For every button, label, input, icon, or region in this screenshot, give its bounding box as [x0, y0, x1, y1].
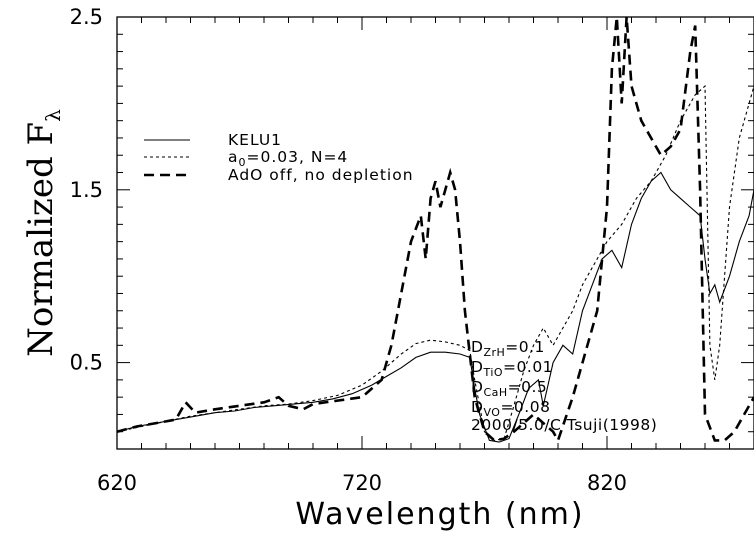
legend-label-kelu1: KELU1: [228, 131, 282, 149]
series-line-0: [117, 171, 754, 443]
legend-label-model-sub: 0: [239, 156, 247, 169]
legend-label-model: a0=0.03, N=4: [228, 148, 348, 169]
legend-label-model-main: a: [228, 148, 239, 166]
series-line-1: [117, 84, 754, 441]
y-tick-label: 2.5: [70, 5, 103, 29]
legend-label-ado: AdO off, no depletion: [228, 166, 414, 184]
annotation-zrh: DZrH=0.1: [471, 338, 545, 359]
annotation-vo: DVO=0.08: [471, 398, 550, 419]
legend: KELU1 a0=0.03, N=4 AdO off, no depletion: [144, 131, 414, 184]
y-axis-label-sub: λ: [41, 109, 65, 122]
plot-frame: [116, 16, 754, 450]
annotation-block: DZrH=0.1 DTiO=0.01 DCaH=0.5 DVO=0.08 200…: [471, 338, 657, 434]
legend-label-model-rest: =0.03, N=4: [247, 148, 349, 166]
x-tick-label: 620: [97, 471, 137, 495]
series-group: [117, 17, 754, 444]
axis-ticks: [116, 16, 754, 450]
tick-labels: 620 720 820 0.5 1.5 2.5: [70, 5, 627, 495]
x-tick-label: 820: [587, 471, 627, 495]
y-axis-label-main: Normalized F: [21, 122, 61, 357]
y-axis-label: Normalized Fλ: [21, 109, 65, 357]
x-tick-label: 720: [342, 471, 382, 495]
annotation-model-tag: 2000/5.0/C Tsuji(1998): [471, 416, 657, 434]
x-axis-label: Wavelength (nm): [295, 497, 584, 532]
y-tick-label: 0.5: [70, 351, 103, 375]
annotation-cah: DCaH=0.5: [471, 378, 547, 399]
annotation-tio: DTiO=0.01: [471, 358, 553, 379]
y-tick-label: 1.5: [70, 178, 103, 202]
series-line-2: [117, 17, 754, 444]
